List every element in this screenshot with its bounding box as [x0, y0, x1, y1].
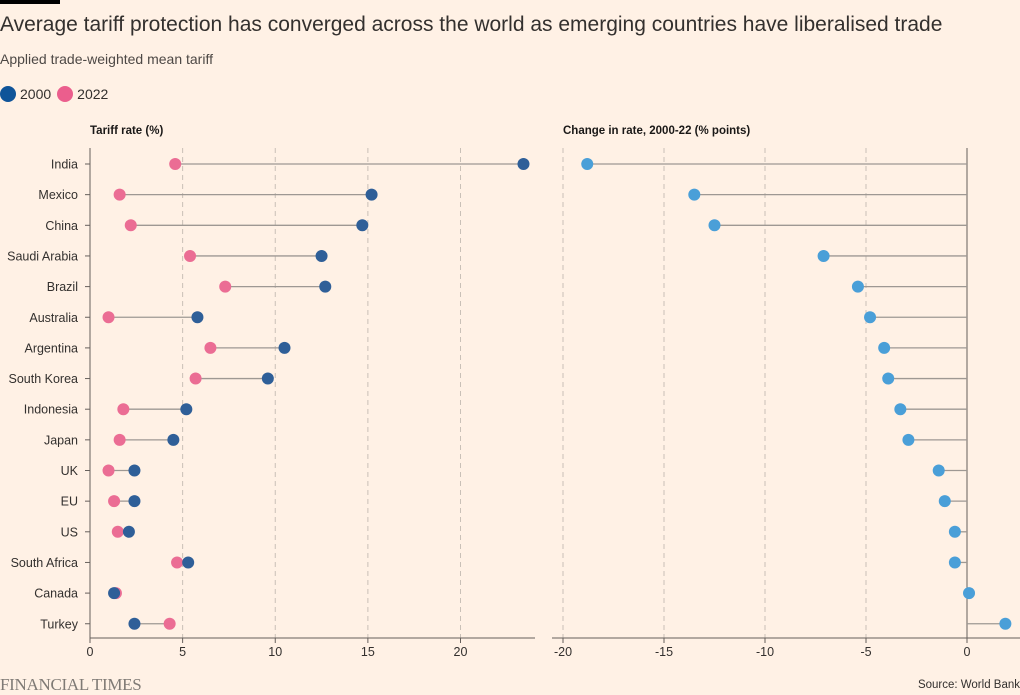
- point-2022-turkey: [163, 617, 176, 630]
- left-x-tick-label: 20: [454, 645, 468, 659]
- point-2000-brazil: [319, 280, 332, 293]
- point-2000-turkey: [128, 617, 141, 630]
- point-2000-eu: [128, 495, 141, 508]
- change-point-brazil: [851, 280, 864, 293]
- change-point-argentina: [878, 341, 891, 354]
- right-x-tick-label: 0: [964, 645, 971, 659]
- category-label-indonesia: Indonesia: [24, 403, 78, 417]
- ft-logo: FINANCIAL TIMES: [0, 675, 142, 694]
- point-2000-australia: [191, 311, 204, 324]
- category-label-saudi-arabia: Saudi Arabia: [7, 249, 78, 263]
- point-2022-south-korea: [189, 372, 202, 385]
- point-2000-south-africa: [182, 556, 195, 569]
- change-point-south-africa: [948, 556, 961, 569]
- category-label-south-korea: South Korea: [9, 372, 79, 386]
- category-label-canada: Canada: [34, 587, 78, 601]
- category-label-uk: UK: [61, 464, 79, 478]
- category-label-brazil: Brazil: [47, 280, 78, 294]
- change-point-canada: [963, 587, 976, 600]
- change-point-us: [948, 525, 961, 538]
- category-label-mexico: Mexico: [38, 188, 78, 202]
- category-label-argentina: Argentina: [24, 341, 78, 355]
- point-2022-eu: [108, 495, 121, 508]
- change-point-indonesia: [894, 403, 907, 416]
- left-x-tick-label: 0: [87, 645, 94, 659]
- right-panel-title: Change in rate, 2000-22 (% points): [563, 125, 750, 137]
- point-2022-indonesia: [117, 403, 130, 416]
- left-x-tick-label: 10: [268, 645, 282, 659]
- legend: 2000 2022: [0, 86, 114, 102]
- point-2022-argentina: [204, 341, 217, 354]
- point-2000-saudi-arabia: [315, 249, 328, 262]
- top-accent-bar: [0, 0, 60, 4]
- legend-label-2000: 2000: [20, 86, 52, 102]
- legend-swatch-2022: [57, 86, 74, 102]
- change-point-china: [708, 219, 721, 232]
- right-x-tick-label: -5: [860, 645, 871, 659]
- category-label-south-africa: South Africa: [11, 556, 78, 570]
- chart-subtitle: Applied trade-weighted mean tariff: [0, 51, 213, 67]
- change-point-japan: [902, 433, 915, 446]
- left-x-tick-label: 5: [179, 645, 186, 659]
- change-point-saudi-arabia: [817, 249, 830, 262]
- chart-title: Average tariff protection has converged …: [0, 13, 943, 36]
- point-2022-india: [169, 158, 182, 170]
- category-label-japan: Japan: [44, 433, 78, 447]
- point-2022-australia: [102, 311, 115, 324]
- right-x-tick-label: -20: [554, 645, 572, 659]
- left-panel-title: Tariff rate (%): [90, 125, 163, 137]
- point-2022-uk: [102, 464, 115, 477]
- point-2022-japan: [113, 433, 126, 446]
- left-x-tick-label: 15: [361, 645, 375, 659]
- category-label-turkey: Turkey: [40, 617, 78, 631]
- point-2022-brazil: [219, 280, 232, 293]
- point-2000-argentina: [278, 341, 291, 354]
- point-2000-india: [517, 158, 530, 170]
- point-2022-saudi-arabia: [184, 249, 197, 262]
- change-point-india: [581, 158, 594, 170]
- point-2000-south-korea: [261, 372, 274, 385]
- right-x-tick-label: -10: [756, 645, 774, 659]
- change-point-south-korea: [882, 372, 895, 385]
- legend-label-2022: 2022: [77, 86, 109, 102]
- source-note: Source: World Bank: [917, 679, 1020, 691]
- point-2000-uk: [128, 464, 141, 477]
- point-2000-us: [122, 525, 135, 538]
- change-point-australia: [864, 311, 877, 324]
- change-point-turkey: [999, 617, 1012, 630]
- category-label-us: US: [61, 525, 78, 539]
- category-label-china: China: [45, 219, 78, 233]
- category-label-eu: EU: [61, 495, 78, 509]
- change-point-mexico: [688, 188, 701, 201]
- legend-swatch-2000: [0, 86, 16, 102]
- point-2022-south-africa: [171, 556, 184, 569]
- point-2022-mexico: [113, 188, 126, 201]
- point-2022-us: [111, 525, 124, 538]
- right-x-tick-label: -15: [655, 645, 673, 659]
- point-2000-japan: [167, 433, 180, 446]
- point-2000-china: [356, 219, 369, 232]
- category-label-india: India: [51, 158, 78, 172]
- change-point-uk: [932, 464, 945, 477]
- point-2000-indonesia: [180, 403, 193, 416]
- legend-item-2022: 2022: [57, 86, 108, 102]
- change-point-eu: [938, 495, 951, 508]
- point-2022-china: [124, 219, 137, 232]
- legend-item-2000: 2000: [0, 86, 51, 102]
- category-label-australia: Australia: [29, 311, 78, 325]
- point-2000-canada: [108, 587, 121, 600]
- point-2000-mexico: [365, 188, 378, 201]
